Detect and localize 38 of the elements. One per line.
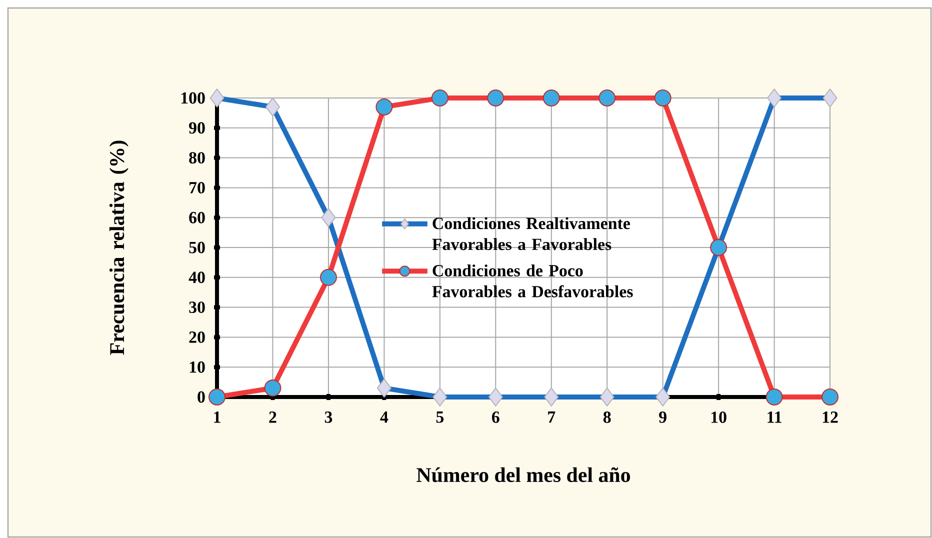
point xyxy=(598,89,616,106)
point xyxy=(487,89,504,106)
y-tick-label: 10 xyxy=(190,361,205,373)
y-tick-label: 100 xyxy=(181,92,205,104)
x-tick-label: 1 xyxy=(214,412,220,423)
point xyxy=(264,380,282,397)
y-tick-label: 40 xyxy=(188,272,205,284)
y-axis-title: Frecuencia relativa (%) xyxy=(109,140,128,355)
x-tick-label: 2 xyxy=(269,412,276,423)
point xyxy=(320,268,337,286)
point xyxy=(376,98,393,116)
x-axis-title: Número del mes del año xyxy=(416,467,630,482)
point xyxy=(766,388,783,406)
x-tick-label: 6 xyxy=(492,412,500,423)
point xyxy=(822,388,839,406)
y-tick-label: 20 xyxy=(189,331,205,343)
x-tick-label: 9 xyxy=(659,412,666,423)
y-tick-label: 0 xyxy=(198,391,205,403)
point xyxy=(542,89,560,106)
y-tick-label: 30 xyxy=(189,302,205,314)
y-tick-label: 70 xyxy=(190,182,205,194)
point xyxy=(654,89,672,106)
x-tick-label: 10 xyxy=(711,412,726,423)
y-tick-label: 80 xyxy=(189,152,205,164)
legend-label: Condiciones de Poco Favorables a Desfavorables xyxy=(432,264,633,298)
y-tick-label: 90 xyxy=(189,122,205,134)
point xyxy=(208,388,226,406)
x-tick-label: 4 xyxy=(380,412,388,423)
point xyxy=(431,89,448,106)
x-tick-label: 8 xyxy=(603,412,611,423)
x-tick-label: 12 xyxy=(822,412,838,423)
x-tick-label: 5 xyxy=(436,412,444,423)
legend-label: Condiciones Realtivamente Favorables a Favorables xyxy=(432,217,630,250)
x-tick-label: 3 xyxy=(324,412,332,423)
x-tick-label: 7 xyxy=(548,412,556,423)
x-tick-label: 11 xyxy=(768,412,782,423)
y-tick-label: 50 xyxy=(189,242,205,254)
y-tick-label: 60 xyxy=(189,212,205,224)
